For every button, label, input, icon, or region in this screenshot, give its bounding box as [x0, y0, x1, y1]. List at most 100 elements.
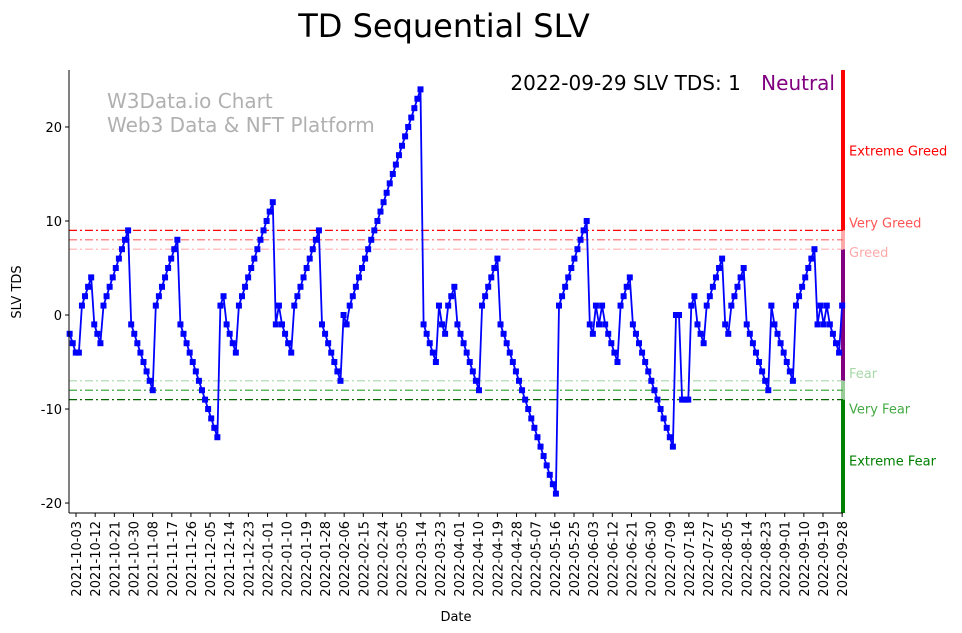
x-tick-label: 2021-12-05 [204, 521, 219, 597]
data-point [762, 377, 769, 384]
data-point [88, 274, 95, 281]
data-point [242, 283, 249, 290]
data-point [285, 340, 292, 347]
data-point [583, 217, 590, 224]
data-point [177, 321, 184, 328]
x-tick-label: 2022-06-03 [587, 521, 602, 597]
data-point [460, 340, 467, 347]
data-point [509, 359, 516, 366]
data-point [380, 199, 387, 206]
data-point [568, 264, 575, 271]
data-point [549, 481, 556, 488]
x-tick-label: 2022-03-05 [396, 521, 411, 597]
data-point [679, 396, 686, 403]
data-point [411, 105, 418, 112]
data-point [531, 424, 538, 431]
data-point [599, 302, 606, 309]
x-tick-label: 2022-06-21 [625, 521, 640, 597]
data-point [399, 142, 406, 149]
data-point [365, 246, 372, 253]
data-point [395, 152, 402, 159]
data-point [331, 359, 338, 366]
data-point [654, 396, 661, 403]
data-point [137, 349, 144, 356]
x-tick-label: 2022-05-07 [530, 521, 545, 597]
data-point [205, 406, 212, 413]
data-point [291, 302, 298, 309]
data-point [202, 396, 209, 403]
x-tick-label: 2022-07-09 [664, 521, 679, 597]
data-point [703, 302, 710, 309]
data-point [512, 368, 519, 375]
annotation-text: 2022-09-29 SLV TDS: 1 [510, 71, 740, 95]
data-point [72, 349, 79, 356]
data-point [651, 387, 658, 394]
x-tick-label: 2021-12-14 [223, 521, 238, 597]
watermark-line1: W3Data.io Chart [107, 89, 273, 113]
x-tick-label: 2022-08-05 [721, 521, 736, 597]
x-tick-label: 2022-09-28 [836, 521, 851, 597]
data-point [168, 255, 175, 262]
x-tick-label: 2022-08-23 [760, 521, 775, 597]
threshold-label: Fear [849, 367, 878, 382]
data-point [503, 340, 510, 347]
data-point [69, 340, 76, 347]
x-tick-label: 2021-11-26 [185, 521, 200, 597]
data-point [217, 302, 224, 309]
data-point [451, 283, 458, 290]
data-point [725, 330, 732, 337]
data-point [636, 340, 643, 347]
data-point [248, 264, 255, 271]
data-point [442, 330, 449, 337]
data-point [362, 255, 369, 262]
data-point [485, 283, 492, 290]
data-point [534, 434, 541, 441]
data-point [629, 321, 636, 328]
data-point [780, 349, 787, 356]
x-tick-label: 2021-11-17 [166, 521, 181, 597]
data-point [768, 302, 775, 309]
data-point [383, 189, 390, 196]
data-point [183, 340, 190, 347]
data-point [694, 321, 701, 328]
data-point [620, 293, 627, 300]
data-point [408, 114, 415, 121]
x-tick-label: 2022-03-14 [415, 521, 430, 597]
x-tick-label: 2022-05-16 [549, 521, 564, 597]
data-point [146, 377, 153, 384]
x-tick-label: 2022-09-10 [798, 521, 813, 597]
data-point [488, 274, 495, 281]
data-point [500, 330, 507, 337]
data-point [226, 330, 233, 337]
data-point [112, 264, 119, 271]
x-tick-label: 2022-06-12 [606, 521, 621, 597]
data-point [75, 349, 82, 356]
data-point [528, 415, 535, 422]
data-point [602, 321, 609, 328]
x-tick-label: 2021-10-03 [70, 521, 85, 597]
data-point [716, 264, 723, 271]
data-point [832, 340, 839, 347]
data-point [435, 302, 442, 309]
data-point [371, 227, 378, 234]
data-point [337, 377, 344, 384]
data-point [195, 377, 202, 384]
data-point [152, 302, 159, 309]
data-point [771, 321, 778, 328]
data-point [697, 330, 704, 337]
y-tick-label: 10 [45, 215, 62, 230]
data-point [85, 283, 92, 290]
data-point [611, 349, 618, 356]
data-point [808, 255, 815, 262]
data-point [309, 246, 316, 253]
data-point [522, 396, 529, 403]
x-tick-label: 2022-08-14 [740, 521, 755, 597]
data-point [229, 340, 236, 347]
data-point [322, 330, 329, 337]
data-point [497, 321, 504, 328]
data-point [756, 359, 763, 366]
data-point [260, 227, 267, 234]
data-point [269, 199, 276, 206]
x-tick-label: 2022-02-24 [376, 521, 391, 597]
